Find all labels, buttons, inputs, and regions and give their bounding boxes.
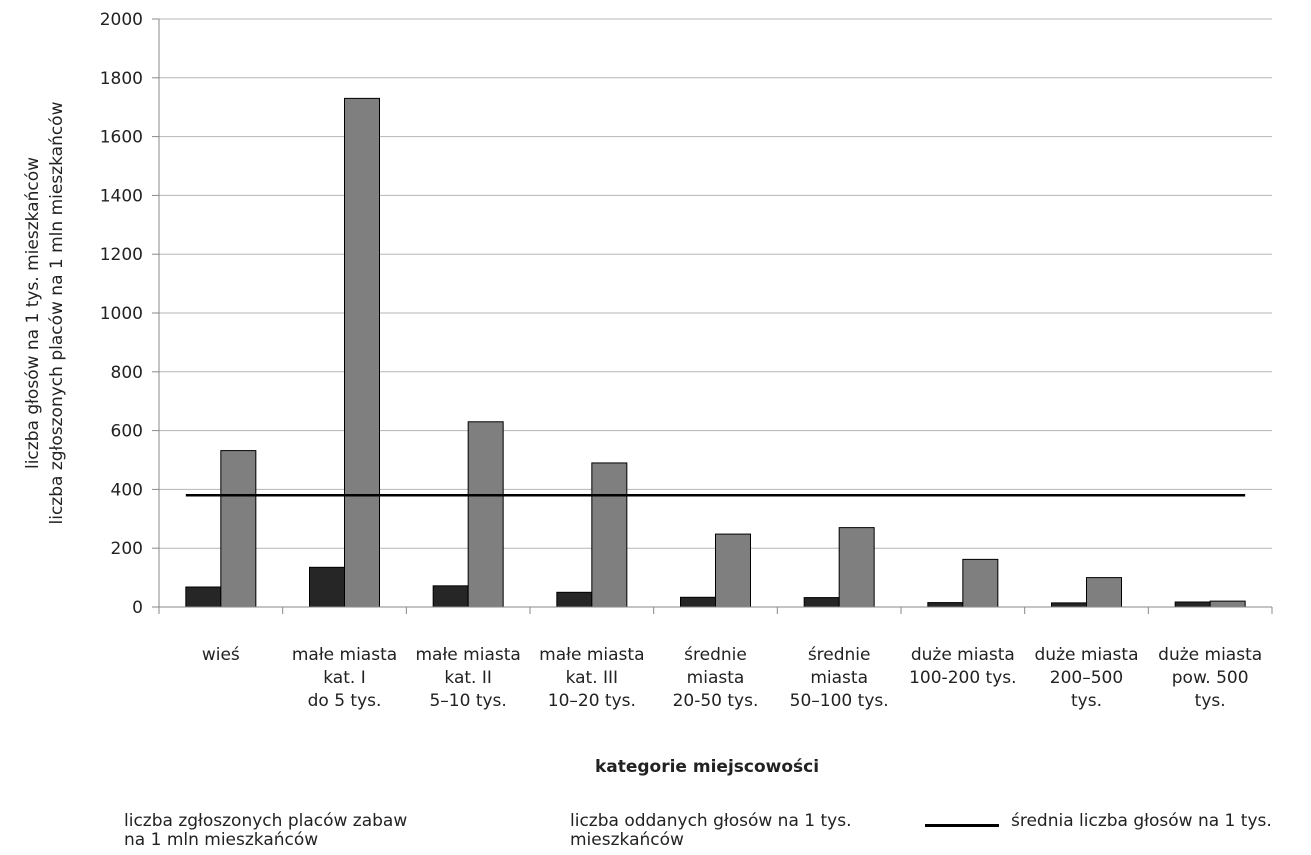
y-tick-labels: 0 200 400 600 800 1000 1200 1400 1600 1800 2000 (100, 10, 143, 618)
y-tick-label: 400 (111, 480, 143, 500)
x-category-label: średnie miasta 50–100 tys. (790, 645, 889, 711)
legend-label-line: liczba oddanych głosów na 1 tys. (570, 811, 852, 831)
x-category-label: duże miasta pow. 500 tys. (1158, 645, 1262, 711)
x-category-label: małe miasta kat. II 5–10 tys. (416, 645, 521, 711)
bar-playgrounds (803, 597, 840, 608)
legend-swatch-playgrounds (30, 821, 104, 836)
bar-playgrounds (927, 602, 964, 608)
legend-label-line: średnia liczba głosów na 1 tys. (1011, 811, 1272, 831)
y-axis-title: liczba głosów na 1 tys. mieszkańców liczb… (23, 101, 67, 524)
y-tick-label: 0 (132, 598, 143, 618)
y-tick-label: 200 (111, 539, 143, 559)
bar-votes (838, 527, 875, 608)
bars (185, 97, 1246, 608)
bar-votes (715, 533, 751, 608)
bar-votes (220, 450, 257, 608)
bar-playgrounds (185, 586, 222, 608)
bar-playgrounds (1051, 602, 1087, 608)
x-category-label: średnie miasta 20-50 tys. (673, 645, 759, 711)
bar-votes (344, 97, 380, 608)
x-axis-title: kategorie miejscowości (595, 757, 819, 777)
y-tick-label: 1400 (100, 186, 143, 206)
y-tick-label: 1200 (100, 245, 143, 265)
legend-swatch-votes (476, 821, 550, 836)
legend-label-line: liczba zgłoszonych placów zabaw (124, 811, 408, 831)
gridlines (152, 18, 1272, 608)
x-category-label: wieś (202, 645, 240, 665)
legend-label-line: mieszkańców (570, 830, 684, 850)
bar-votes (1209, 600, 1246, 608)
bar-votes (591, 462, 628, 608)
y-tick-label: 2000 (100, 10, 143, 30)
y-tick-label: 1600 (100, 128, 143, 148)
axes (158, 19, 1273, 614)
bar-playgrounds (556, 591, 593, 608)
chart: 0 200 400 600 800 1000 1200 1400 1600 1800 2000 wi… (23, 10, 1273, 777)
bar-votes (467, 421, 504, 608)
y-tick-label: 1800 (100, 69, 143, 89)
bar-playgrounds (1174, 601, 1211, 608)
bar-votes (1086, 577, 1122, 608)
bar-playgrounds (309, 566, 345, 608)
x-category-label: duże miasta 100-200 tys. (909, 645, 1016, 688)
bar-playgrounds (432, 585, 469, 608)
x-category-label: duże miasta 200–500 tys. (1035, 645, 1139, 711)
legend-label-line: na 1 mln mieszkańców (124, 830, 319, 850)
bar-playgrounds (680, 596, 716, 608)
legend: liczba zgłoszonych placów zabaw na 1 mln… (0, 812, 1311, 855)
x-category-label: małe miasta kat. III 10–20 tys. (539, 645, 644, 711)
bar-votes (962, 558, 999, 608)
y-tick-label: 1000 (100, 304, 143, 324)
y-tick-label: 800 (111, 363, 143, 383)
y-tick-label: 600 (111, 422, 143, 442)
legend-swatch-average (925, 824, 999, 827)
